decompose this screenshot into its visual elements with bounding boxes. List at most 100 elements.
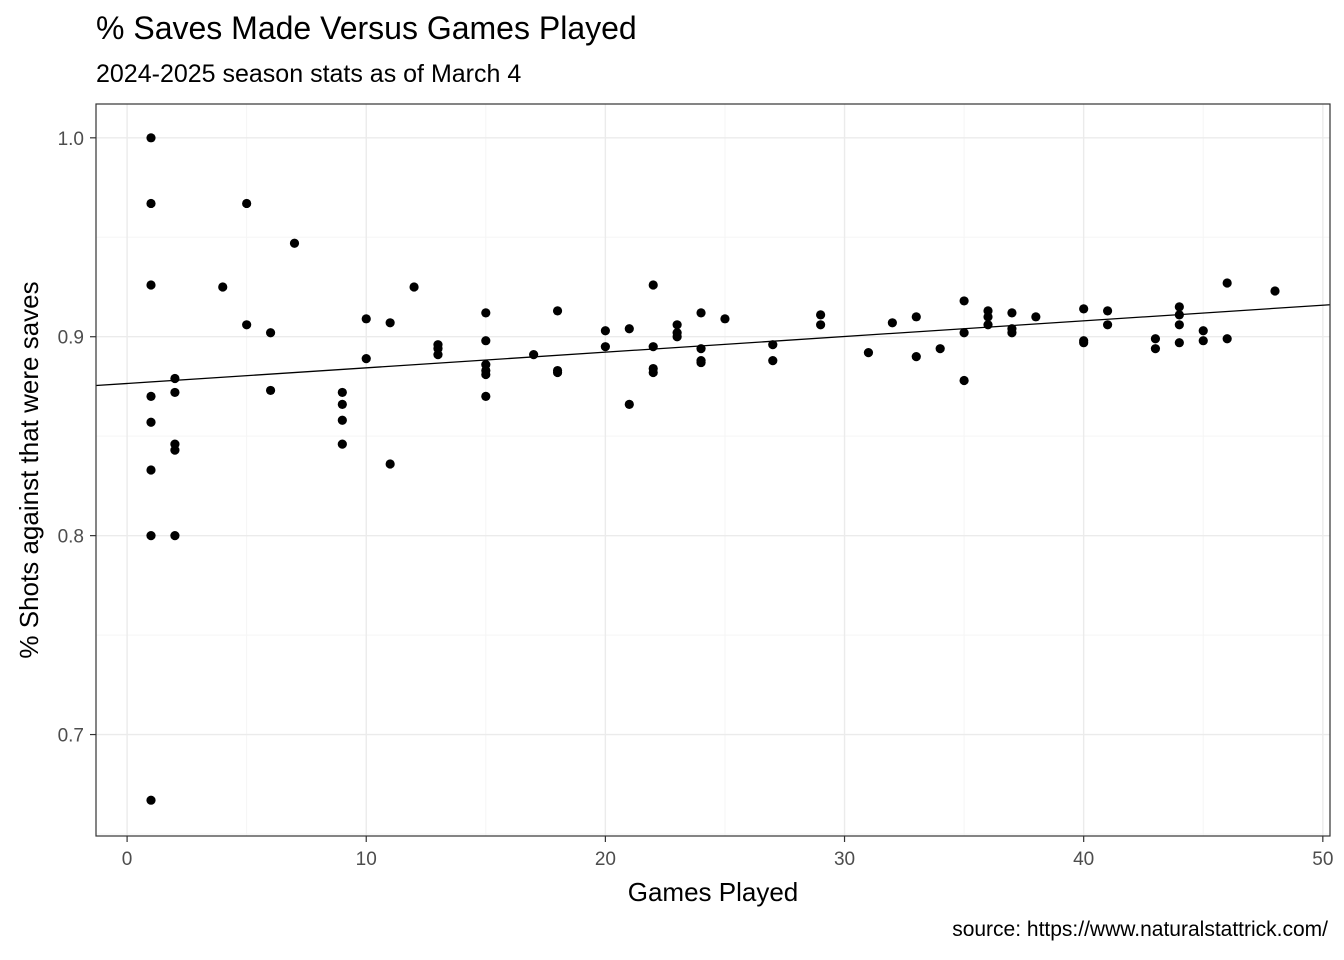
data-point <box>385 459 395 469</box>
y-tick-label: 0.7 <box>58 726 84 747</box>
data-point <box>337 439 347 449</box>
data-point <box>146 198 156 209</box>
x-tick-label: 50 <box>1312 849 1333 870</box>
data-point <box>552 367 563 378</box>
data-point <box>1079 338 1089 348</box>
data-point <box>1031 312 1041 322</box>
data-point <box>529 350 539 360</box>
data-point <box>887 318 897 328</box>
y-axis-title: % Shots against that were saves <box>14 281 44 658</box>
data-point <box>242 198 252 209</box>
source-caption: source: https://www.naturalstattrick.com… <box>952 918 1328 941</box>
panel-border <box>95 103 1331 837</box>
data-point <box>648 342 658 352</box>
data-point <box>409 282 419 292</box>
trend-line <box>95 304 1331 387</box>
data-point <box>600 342 610 352</box>
data-point <box>959 328 969 338</box>
data-point <box>481 369 491 380</box>
data-point <box>1270 286 1280 296</box>
data-point <box>911 352 921 362</box>
data-point <box>146 391 156 402</box>
data-point <box>170 387 180 398</box>
x-tick-label: 20 <box>595 849 616 870</box>
data-point <box>1174 338 1184 348</box>
data-point <box>242 320 252 330</box>
data-point <box>983 320 993 330</box>
x-tick-label: 10 <box>356 849 377 870</box>
x-tick-label: 0 <box>122 849 133 870</box>
data-point <box>385 318 395 328</box>
data-point <box>624 399 634 409</box>
data-point <box>935 344 945 354</box>
data-point <box>672 320 682 330</box>
data-point <box>600 326 610 336</box>
data-point <box>146 133 156 143</box>
data-point <box>648 367 658 378</box>
data-point <box>433 350 443 360</box>
data-point <box>672 332 682 342</box>
data-point <box>1174 302 1184 312</box>
data-point <box>218 282 228 292</box>
data-point <box>146 417 156 427</box>
data-point <box>1198 326 1208 336</box>
data-point <box>361 354 371 364</box>
data-point <box>481 336 491 346</box>
data-point <box>170 531 180 541</box>
data-point <box>911 312 921 322</box>
data-point <box>1007 328 1017 338</box>
data-point <box>959 375 969 386</box>
data-point <box>146 280 156 290</box>
data-point <box>146 795 156 805</box>
data-point <box>481 308 491 318</box>
chart-title: % Saves Made Versus Games Played <box>96 10 637 46</box>
data-point <box>1174 310 1184 320</box>
data-point <box>289 238 300 248</box>
data-point <box>1222 278 1232 288</box>
data-point <box>265 328 276 338</box>
data-point <box>768 340 778 350</box>
data-point <box>816 320 826 330</box>
chart-subtitle: 2024-2025 season stats as of March 4 <box>96 60 522 88</box>
y-tick-label: 1.0 <box>58 129 84 150</box>
y-tick-label: 0.8 <box>58 527 84 548</box>
data-point <box>1102 320 1113 330</box>
data-point <box>1150 334 1161 344</box>
data-point <box>170 373 180 384</box>
trend-line-group <box>95 304 1331 387</box>
x-tick-label: 40 <box>1073 849 1094 870</box>
data-point <box>1079 304 1089 314</box>
data-point <box>337 387 347 398</box>
x-tick-label: 30 <box>834 849 855 870</box>
data-point <box>337 415 347 425</box>
data-point <box>720 314 730 324</box>
data-point <box>1174 320 1184 330</box>
data-point <box>1150 344 1161 354</box>
x-axis-ticks: 0 10 20 30 40 50 <box>122 836 1333 870</box>
data-point <box>959 296 969 306</box>
x-axis-title: Games Played <box>628 877 799 907</box>
data-point <box>146 465 156 475</box>
data-point <box>337 399 347 409</box>
data-point <box>1102 306 1113 316</box>
data-point <box>170 445 180 455</box>
data-points <box>146 133 1280 805</box>
data-point <box>146 531 156 541</box>
data-point <box>696 357 706 368</box>
data-point <box>1198 336 1208 346</box>
data-point <box>1222 334 1232 344</box>
data-point <box>648 280 658 290</box>
data-point <box>983 312 993 322</box>
data-point <box>265 385 276 396</box>
data-point <box>1007 308 1017 318</box>
data-point <box>481 391 491 402</box>
data-point <box>361 314 371 324</box>
data-point <box>696 308 706 318</box>
data-point <box>768 355 778 366</box>
data-point <box>696 344 706 354</box>
data-point <box>863 348 874 358</box>
data-point <box>552 306 563 316</box>
y-tick-label: 0.9 <box>58 328 84 349</box>
y-axis-ticks: 0.7 0.8 0.9 1.0 <box>58 129 96 747</box>
